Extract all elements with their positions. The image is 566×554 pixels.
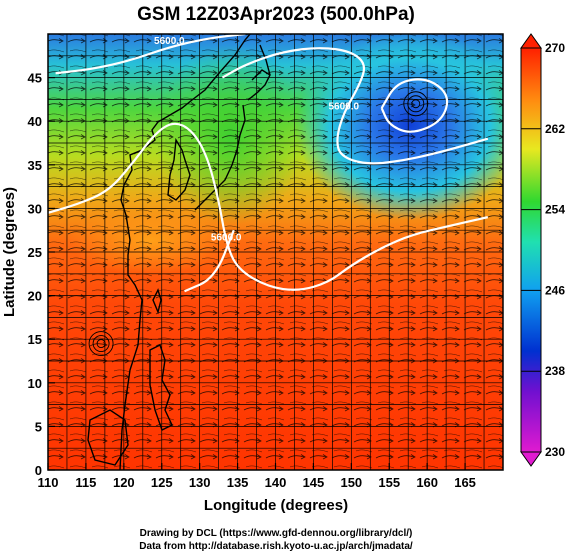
y-tick-label: 0 bbox=[35, 463, 42, 478]
plot-area: 5600.0 5600.0 5600.0 bbox=[48, 34, 503, 470]
contour-line bbox=[221, 47, 489, 165]
colorbar-tick-label: 230 bbox=[545, 445, 565, 459]
y-tick-label: 20 bbox=[28, 289, 42, 304]
height-contours: 5600.0 5600.0 5600.0 bbox=[48, 34, 489, 293]
contour-line bbox=[48, 122, 489, 291]
coastline-taiwan bbox=[152, 288, 162, 315]
x-tick-label: 145 bbox=[303, 475, 325, 490]
coastline-philippines bbox=[149, 344, 173, 431]
colorbar-tick-label: 246 bbox=[545, 283, 565, 297]
colorbar: 230 238 246 254 262 270 bbox=[520, 33, 565, 467]
cyclone-circulation bbox=[407, 95, 425, 113]
cyclone-circulation bbox=[88, 331, 114, 357]
colorbar-tick-label: 262 bbox=[545, 122, 565, 136]
x-tick-label: 155 bbox=[378, 475, 400, 490]
colorbar-ticks: 230 238 246 254 262 270 bbox=[521, 41, 565, 459]
colorbar-bottom-cap bbox=[520, 451, 542, 467]
y-axis-label: Latitude (degrees) bbox=[1, 187, 18, 317]
y-tick-label: 10 bbox=[28, 376, 42, 391]
colorbar-tick-label: 238 bbox=[545, 364, 565, 378]
contour-line bbox=[380, 78, 449, 133]
x-tick-label: 120 bbox=[113, 475, 135, 490]
cyclone-circulation bbox=[96, 339, 106, 349]
y-tick-label: 45 bbox=[28, 71, 42, 86]
colorbar-scale bbox=[520, 47, 542, 453]
x-tick-label: 135 bbox=[227, 475, 249, 490]
cyclone-circulation bbox=[411, 99, 421, 109]
contour-line bbox=[184, 229, 235, 293]
x-tick-label: 130 bbox=[189, 475, 211, 490]
x-tick-label: 150 bbox=[340, 475, 362, 490]
x-tick-label: 165 bbox=[454, 475, 476, 490]
x-tick-label: 140 bbox=[265, 475, 287, 490]
x-tick-label: 115 bbox=[75, 475, 96, 490]
x-tick-label: 125 bbox=[151, 475, 173, 490]
contour-label: 5600.0 bbox=[328, 101, 359, 112]
colorbar-tick-label: 254 bbox=[545, 203, 565, 217]
x-tick-label: 160 bbox=[416, 475, 438, 490]
cyclone-marks bbox=[88, 91, 429, 357]
y-tick-label: 35 bbox=[28, 158, 42, 173]
chart-title: GSM 12Z03Apr2023 (500.0hPa) bbox=[137, 4, 415, 25]
y-tick-label: 5 bbox=[35, 419, 42, 434]
contour-label: 5600.0 bbox=[154, 36, 185, 47]
y-axis-ticks: 0 5 10 15 20 25 30 35 40 45 bbox=[28, 71, 55, 478]
coastline-borneo bbox=[87, 409, 129, 466]
grid-horizontal bbox=[48, 55, 503, 449]
y-tick-label: 30 bbox=[28, 201, 42, 216]
y-tick-label: 25 bbox=[28, 245, 42, 260]
cyclone-circulation bbox=[403, 91, 429, 117]
coastline-sakhalin bbox=[259, 44, 271, 76]
coastline-asia bbox=[119, 34, 251, 470]
colorbar-top-cap bbox=[520, 33, 542, 49]
contour-label: 5600.0 bbox=[211, 232, 242, 243]
credit-drawing: Drawing by DCL (https://www.gfd-dennou.o… bbox=[140, 528, 413, 539]
contour-line bbox=[55, 34, 246, 75]
credit-data: Data from http://database.rish.kyoto-u.a… bbox=[139, 541, 413, 552]
cyclone-circulation bbox=[92, 335, 110, 353]
y-tick-label: 40 bbox=[28, 114, 42, 129]
x-axis-label: Longitude (degrees) bbox=[204, 497, 348, 514]
x-axis-ticks: 110 115 120 125 130 135 140 145 150 155 160 165 bbox=[38, 463, 476, 490]
y-tick-label: 15 bbox=[28, 332, 42, 347]
x-tick-label: 110 bbox=[38, 475, 59, 490]
colorbar-tick-label: 270 bbox=[545, 41, 565, 55]
